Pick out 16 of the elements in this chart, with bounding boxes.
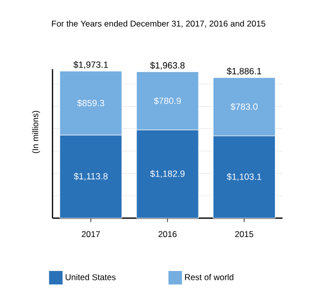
y-axis-title: (In millions) [32,110,40,154]
legend-label: Rest of world [185,274,234,280]
legend-label: United States [66,274,116,280]
data-label: $1,103.1 [226,173,262,181]
data-label: $1,113.8 [74,172,108,180]
data-label: $1,182.9 [150,170,185,178]
total-label: $1,973.1 [73,61,108,69]
x-tick-label: 2016 [158,231,177,238]
x-tick-label: 2015 [235,231,254,238]
data-label: $859.3 [77,99,104,107]
chart-title: For the Years ended December 31, 2017, 2016 and 2015 [52,20,266,28]
total-label: $1,963.8 [150,62,185,70]
x-tick-label: 2017 [82,231,100,238]
total-label: $1,886.1 [226,68,262,76]
data-label: $780.9 [154,97,181,105]
data-label: $783.0 [230,103,258,110]
